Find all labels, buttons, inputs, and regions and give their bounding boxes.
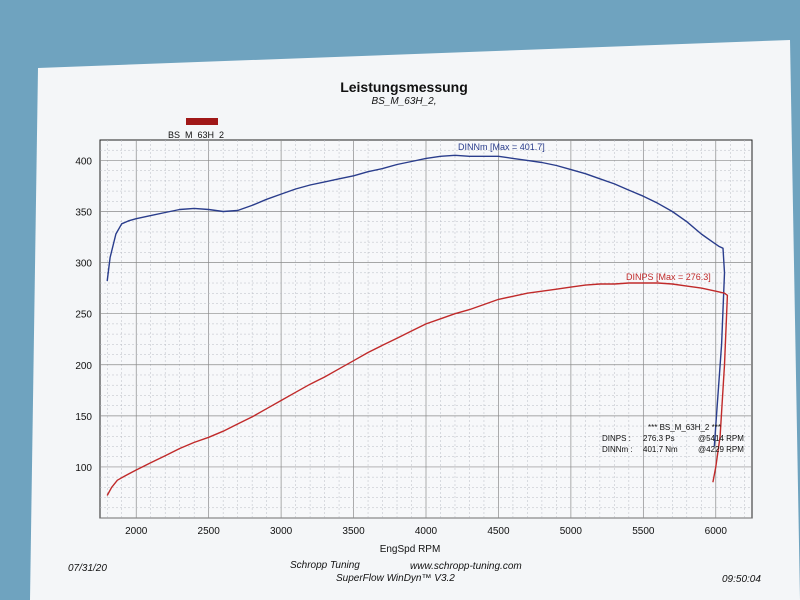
series-label-dinnm: DINNm [Max = 401.7]	[458, 142, 545, 152]
y-tick-label: 100	[75, 463, 92, 474]
series-line-dinnm	[106, 154, 726, 447]
legend-swatch	[186, 118, 218, 125]
y-tick-label: 250	[75, 310, 92, 321]
x-tick-label: 3000	[270, 526, 293, 537]
readout-dinnm-value: 401.7 Nm	[643, 445, 678, 454]
x-tick-label: 3500	[342, 526, 365, 537]
y-tick-label: 400	[75, 156, 92, 167]
readout-dinps-rpm: @5414 RPM	[698, 434, 744, 443]
series-label-dinps: DINPS [Max = 276.3]	[626, 272, 711, 282]
x-axis-label: EngSpd RPM	[380, 544, 441, 555]
grid-lines	[100, 140, 752, 519]
footer-time: 09:50:04	[722, 574, 761, 585]
x-tick-label: 5500	[632, 526, 655, 537]
x-tick-label: 5000	[560, 526, 583, 537]
readout-dinnm-rpm: @4229 RPM	[698, 445, 744, 454]
footer-website: www.schropp-tuning.com	[410, 561, 522, 572]
x-tick-label: 4500	[487, 526, 510, 537]
footer-software: SuperFlow WinDyn™ V3.2	[336, 573, 455, 584]
x-tick-label: 4000	[415, 526, 438, 537]
readout-dinps-value: 276.3 Ps	[643, 434, 675, 443]
x-tick-label: 2500	[198, 526, 221, 537]
y-tick-label: 350	[75, 208, 92, 219]
x-tick-label: 6000	[705, 526, 728, 537]
x-tick-label: 2000	[125, 526, 148, 537]
footer-date: 07/31/20	[68, 563, 107, 574]
chart-title: Leistungsmessung	[340, 79, 468, 95]
readout-box: *** BS_M_63H_2 *** DINPS : 276.3 Ps @541…	[602, 423, 744, 454]
footer-company: Schropp Tuning	[290, 560, 360, 571]
series-line-dinps	[106, 282, 729, 496]
readout-dinps-name: DINPS :	[602, 434, 631, 443]
readout-header: *** BS_M_63H_2 ***	[648, 423, 721, 432]
readout-dinnm-name: DINNm :	[602, 445, 633, 454]
x-tick-labels: 2000 2500 3000 3500 4000 4500 5000 5500 6000	[125, 526, 727, 537]
legend-label: BS_M_63H_2	[168, 130, 224, 140]
series-group	[106, 154, 729, 496]
y-tick-labels: 100 150 200 250 300 350 400	[75, 156, 92, 473]
chart-subtitle: BS_M_63H_2,	[371, 96, 436, 107]
y-tick-label: 150	[75, 412, 92, 423]
y-tick-label: 300	[75, 259, 92, 270]
plot-area: 2000 2500 3000 3500 4000 4500 5000 5500 6000 100…	[75, 139, 753, 537]
y-tick-label: 200	[75, 361, 92, 372]
